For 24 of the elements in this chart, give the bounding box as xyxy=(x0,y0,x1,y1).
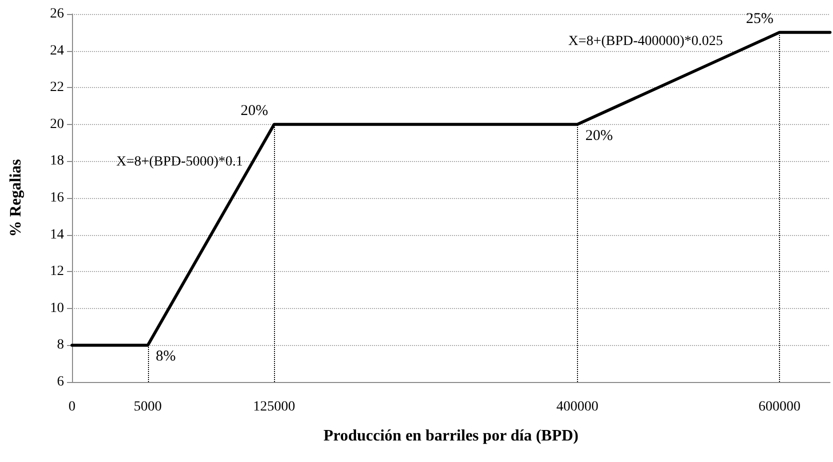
y-axis-title: % Regalias xyxy=(8,159,24,237)
annotation: 8% xyxy=(156,348,176,365)
y-tick-label: 16 xyxy=(50,190,64,206)
y-tick-label: 14 xyxy=(50,227,64,242)
x-tick-label: 600000 xyxy=(758,400,800,414)
annotation: X=8+(BPD-400000)*0.025 xyxy=(568,34,723,50)
y-tick-label: 8 xyxy=(57,338,64,353)
x-tick-label: 400000 xyxy=(556,400,598,414)
annotation: 25% xyxy=(746,10,774,27)
y-tick-label: 12 xyxy=(50,264,64,280)
y-tick-label: 24 xyxy=(50,43,64,58)
x-axis-title: Producción en barriles por día (BPD) xyxy=(324,428,578,444)
y-tick-label: 18 xyxy=(50,154,64,169)
annotation: X=8+(BPD-5000)*0.1 xyxy=(116,154,243,170)
y-tick-label: 20 xyxy=(50,116,64,132)
annotation: 20% xyxy=(585,128,613,144)
x-tick-label: 5000 xyxy=(134,400,162,414)
x-tick-label: 125000 xyxy=(253,400,296,414)
y-tick-label: 22 xyxy=(50,80,64,96)
x-tick-label: 0 xyxy=(68,400,76,414)
y-tick-label: 10 xyxy=(50,300,64,316)
y-tick-label: 6 xyxy=(57,374,64,390)
y-tick-label: 26 xyxy=(50,6,64,22)
annotation: 20% xyxy=(240,102,268,119)
